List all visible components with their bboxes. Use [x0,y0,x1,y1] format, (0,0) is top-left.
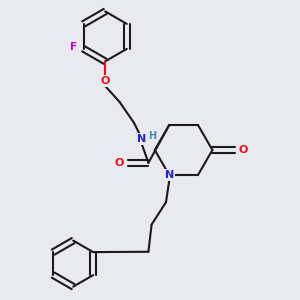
Text: O: O [239,145,248,155]
Text: N: N [137,134,147,144]
Text: O: O [100,76,110,86]
Text: O: O [115,158,124,168]
Text: F: F [70,42,77,52]
Text: N: N [165,170,174,180]
Text: H: H [148,130,156,141]
